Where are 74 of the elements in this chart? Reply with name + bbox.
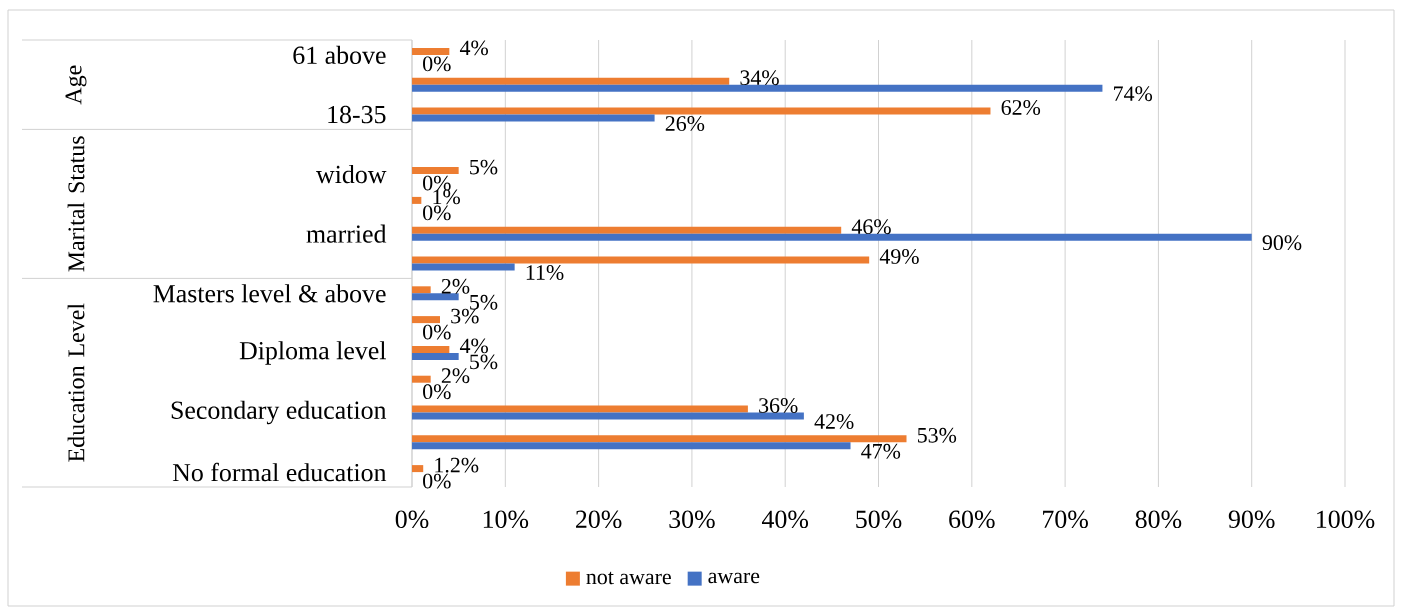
bar bbox=[412, 84, 1103, 92]
y-tick-label: No formal education bbox=[172, 462, 387, 482]
data-label: 0% bbox=[423, 56, 451, 72]
bar bbox=[412, 107, 991, 115]
bar bbox=[412, 293, 459, 301]
bar bbox=[412, 196, 422, 204]
data-label: 5% bbox=[470, 159, 498, 175]
x-tick-label: 70% bbox=[1043, 510, 1088, 529]
bar bbox=[412, 375, 431, 383]
data-label: 49% bbox=[879, 249, 919, 264]
data-label: 1.2% bbox=[435, 457, 479, 473]
data-label: 34% bbox=[740, 70, 779, 86]
data-label: 5% bbox=[470, 294, 498, 310]
x-tick-label: 40% bbox=[761, 510, 809, 529]
y-tick-label: Masters level & above bbox=[153, 284, 386, 303]
data-label: 11% bbox=[526, 265, 564, 280]
bar bbox=[412, 226, 842, 234]
bar bbox=[412, 405, 748, 413]
x-tick-label: 90% bbox=[1228, 510, 1275, 529]
data-label: 47% bbox=[861, 443, 901, 459]
data-label: 42% bbox=[814, 414, 854, 429]
bar bbox=[412, 167, 459, 175]
bar bbox=[412, 114, 655, 122]
bar bbox=[412, 77, 730, 85]
x-tick-label: 80% bbox=[1135, 510, 1182, 529]
bar bbox=[412, 435, 907, 443]
data-label: 74% bbox=[1114, 86, 1153, 102]
data-label: 2% bbox=[441, 278, 470, 294]
data-label: 0% bbox=[423, 384, 451, 400]
data-label: 90% bbox=[1262, 235, 1302, 251]
data-label: 1% bbox=[433, 189, 461, 205]
data-label: 53% bbox=[917, 427, 957, 443]
data-label: 46% bbox=[851, 219, 891, 235]
bar bbox=[412, 47, 450, 55]
x-tick-label: 100% bbox=[1317, 510, 1375, 529]
legend-label: not aware bbox=[586, 571, 671, 585]
x-tick-label: 50% bbox=[856, 510, 902, 529]
data-label: 36% bbox=[759, 398, 798, 413]
bar bbox=[412, 412, 804, 420]
data-label: 4% bbox=[459, 40, 489, 56]
data-label: 0% bbox=[423, 175, 451, 191]
x-tick-label: 30% bbox=[669, 510, 715, 529]
text: Education Level bbox=[67, 303, 85, 462]
y-tick-label: 61 above bbox=[293, 45, 386, 65]
y-tick-label: Diploma level bbox=[239, 341, 386, 365]
bar bbox=[412, 316, 440, 324]
data-label: 4% bbox=[459, 338, 489, 354]
data-label: 3% bbox=[451, 308, 479, 324]
data-label: 0% bbox=[423, 473, 451, 489]
data-label: 2% bbox=[441, 368, 470, 384]
x-tick-label: 0% bbox=[395, 510, 429, 529]
data-label: 0% bbox=[423, 205, 451, 221]
bar bbox=[412, 233, 1252, 241]
x-tick-label: 10% bbox=[483, 510, 529, 529]
bar bbox=[412, 442, 851, 450]
text: Marital Status bbox=[67, 136, 85, 272]
bar bbox=[412, 286, 431, 294]
data-label: 62% bbox=[1001, 100, 1041, 115]
y-tick-label: Secondary education bbox=[171, 400, 387, 425]
y-tick-label: widow bbox=[316, 165, 387, 184]
bar bbox=[412, 256, 870, 264]
data-label: 26% bbox=[665, 116, 705, 131]
data-label: 5% bbox=[470, 354, 498, 370]
bar bbox=[412, 345, 450, 353]
legend-label: aware bbox=[708, 572, 760, 584]
data-label: 0% bbox=[423, 324, 451, 340]
bar bbox=[412, 263, 515, 271]
bar bbox=[412, 352, 459, 360]
y-tick-label: 18-35 bbox=[328, 105, 386, 124]
text: Age bbox=[65, 65, 87, 105]
x-tick-label: 20% bbox=[576, 510, 622, 529]
bar bbox=[412, 465, 424, 473]
y-tick-label: married bbox=[306, 224, 387, 243]
x-tick-label: 60% bbox=[949, 510, 995, 529]
